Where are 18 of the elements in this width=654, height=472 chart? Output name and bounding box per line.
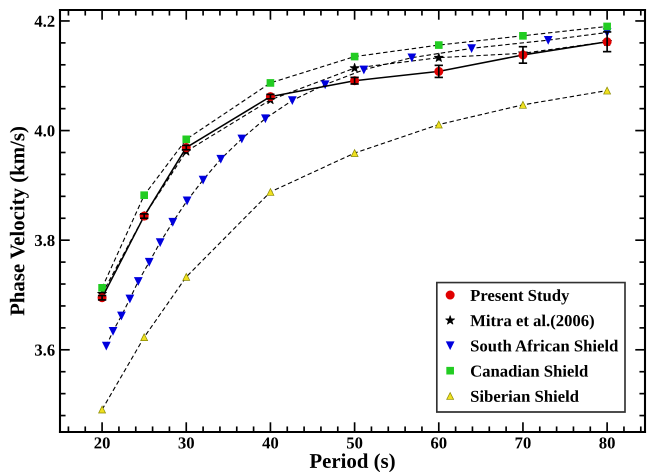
legend-label: Mitra et al.(2006) [470, 314, 594, 330]
y-tick-label: 3.6 [34, 344, 55, 356]
x-tick-label: 50 [346, 437, 362, 449]
legend-label: Siberian Shield [471, 390, 579, 402]
y-tick-label: 4.2 [34, 16, 54, 27]
x-tick-label: 70 [516, 437, 531, 449]
x-axis-title: Period (s) [310, 453, 395, 472]
y-tick-label: 3.8 [34, 234, 55, 246]
x-tick-label: 20 [94, 437, 110, 449]
x-tick-label: 40 [262, 437, 278, 449]
y-axis-title: Phase Velocity (km/s) [10, 127, 29, 316]
legend-label: Present Study [470, 289, 570, 304]
x-tick-label: 30 [178, 437, 194, 449]
legend-label: South African Shield [471, 340, 618, 352]
y-tick-label: 4.0 [34, 125, 55, 137]
legend-label: Canadian Shield [470, 365, 588, 377]
x-tick-label: 80 [599, 437, 615, 449]
x-tick-label: 60 [431, 437, 446, 449]
